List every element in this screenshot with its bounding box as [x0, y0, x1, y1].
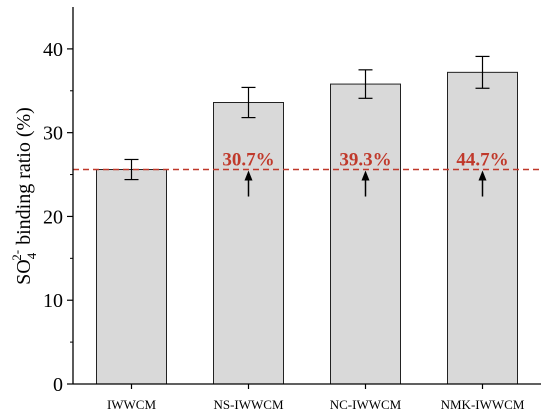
y-tick-label: 0: [53, 374, 63, 396]
x-tick-label: NMK-IWWCM: [441, 397, 525, 412]
bar-ns-iwwcm: [213, 102, 284, 385]
annotations-layer: 30.7% 39.3% 44.7%: [222, 150, 509, 197]
arrow-head: [361, 170, 370, 181]
y-axis-label-main: SO: [13, 259, 35, 285]
axes-layer: [72, 7, 541, 385]
bar-iwwcm: [96, 169, 167, 385]
bar-nmk-iwwcm: [447, 71, 518, 385]
arrow-head: [478, 170, 487, 181]
x-ticks-layer: IWWCM NS-IWWCM NC-IWWCM NMK-IWWCM: [107, 384, 525, 412]
bars-layer: [96, 71, 518, 385]
y-ticks-layer: 0 10 20 30 40: [43, 39, 73, 396]
y-tick-label: 40: [43, 39, 63, 61]
x-tick-label: NC-IWWCM: [330, 397, 402, 412]
arrow-head: [244, 170, 253, 181]
x-tick-label: IWWCM: [107, 397, 157, 412]
increase-annotation: 30.7%: [222, 150, 274, 171]
y-axis-label-sup: 2-: [9, 250, 24, 261]
bar-nc-iwwcm: [330, 83, 401, 385]
y-tick-label: 20: [43, 206, 63, 228]
x-tick-label: NS-IWWCM: [213, 397, 283, 412]
y-axis-label-sub: 4: [24, 252, 39, 259]
error-bars-layer: [124, 55, 490, 181]
y-tick-label: 10: [43, 290, 63, 312]
increase-annotation: 39.3%: [339, 150, 391, 171]
y-axis-label: SO42- binding ratio (%): [9, 107, 39, 285]
y-axis-label-rest: binding ratio (%): [13, 107, 35, 250]
y-tick-label: 30: [43, 123, 63, 145]
increase-annotation: 44.7%: [456, 150, 508, 171]
